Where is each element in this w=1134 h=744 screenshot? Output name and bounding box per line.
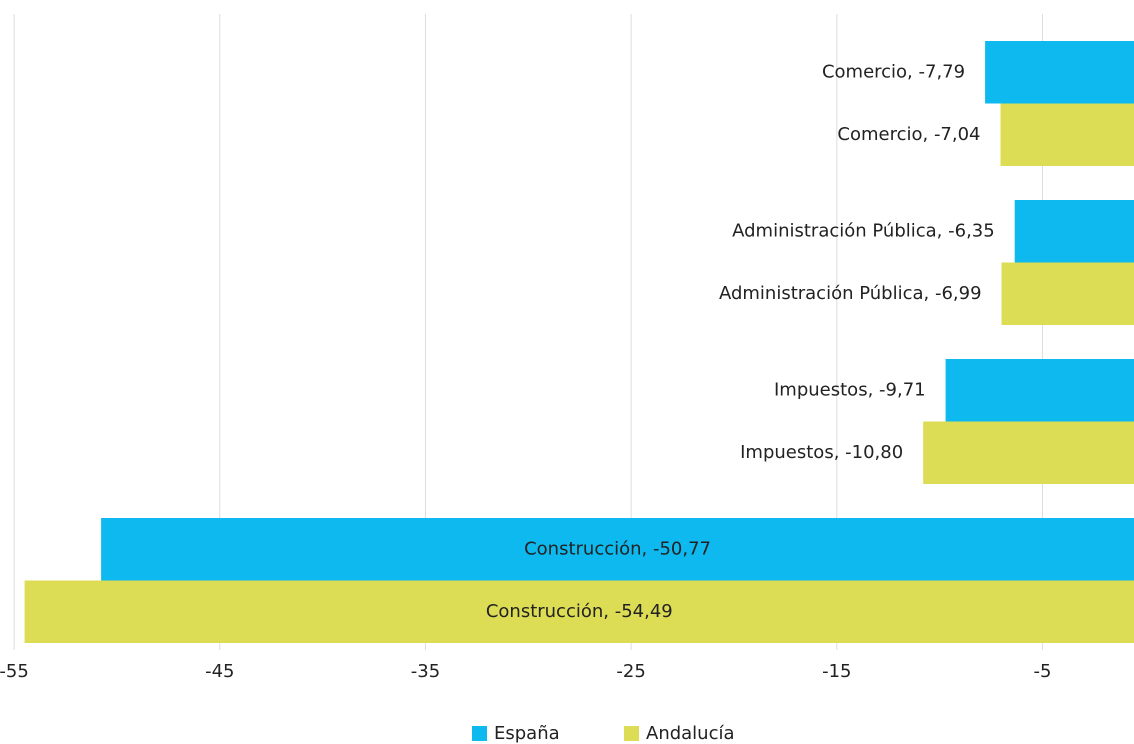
bar (101, 518, 1134, 581)
data-label: Construcción, -50,77 (524, 538, 711, 559)
data-label: Administración Pública, -6,35 (732, 220, 995, 241)
data-label: Construcción, -54,49 (486, 601, 673, 622)
bar (1001, 262, 1134, 325)
bar (923, 421, 1134, 484)
data-label: Impuestos, -10,80 (740, 442, 903, 463)
x-tick-label: -15 (822, 661, 851, 682)
x-tick-label: -5 (1033, 661, 1051, 682)
x-tick-label: -35 (411, 661, 440, 682)
data-label: Administración Pública, -6,99 (719, 283, 982, 304)
data-label: Comercio, -7,04 (837, 124, 980, 145)
data-label: Comercio, -7,79 (822, 61, 965, 82)
legend-label: España (494, 723, 560, 744)
legend-swatch (624, 726, 639, 741)
x-tick-label: -45 (205, 661, 234, 682)
bar (1000, 103, 1134, 166)
x-tick-label: -25 (616, 661, 645, 682)
x-tick-label: -55 (0, 661, 29, 682)
bar (1014, 200, 1134, 263)
legend-label: Andalucía (646, 723, 735, 744)
data-label: Impuestos, -9,71 (774, 379, 926, 400)
bar (945, 359, 1134, 422)
bar (985, 41, 1134, 104)
bar (24, 580, 1134, 643)
legend-swatch (472, 726, 487, 741)
